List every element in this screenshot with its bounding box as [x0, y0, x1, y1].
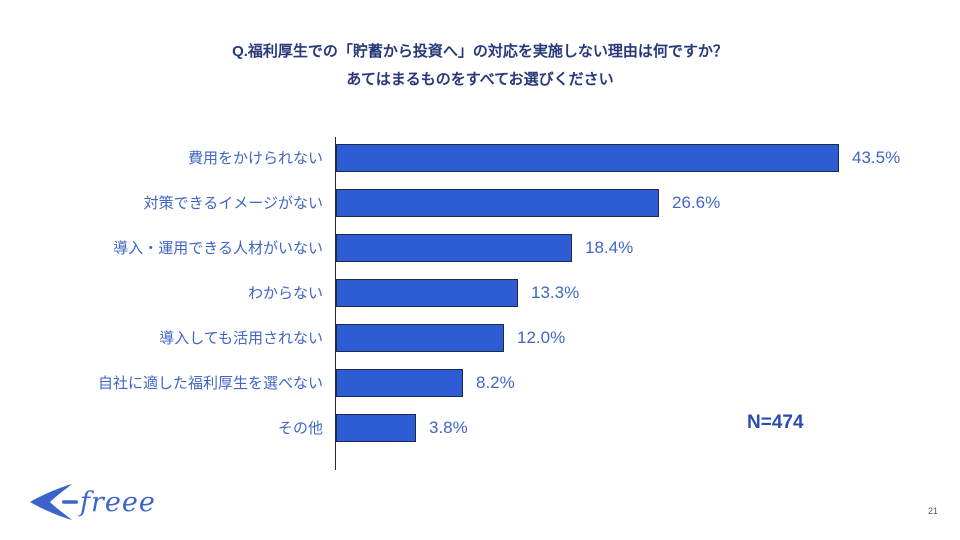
slide-title: Q.福利厚生での「貯蓄から投資へ」の対応を実施しない理由は何ですか？ あてはまる…	[0, 38, 960, 94]
category-label: 自社に適した福利厚生を選べない	[97, 375, 323, 392]
category-label: わからない	[247, 285, 323, 302]
chart-row: 導入しても活用されない 12.0%	[0, 315, 960, 360]
value-label: 18.4%	[585, 237, 634, 257]
bar-wrap: 18.4%	[336, 225, 633, 270]
chart-rows: 費用をかけられない 43.5% 対策できるイメージがない 26.6% 導入・運用…	[0, 135, 960, 450]
value-label: 12.0%	[517, 327, 566, 347]
logo-wordmark: freee	[80, 486, 156, 518]
chart-row: 導入・運用できる人材がいない 18.4%	[0, 225, 960, 270]
sample-size-badge: N=474	[747, 412, 804, 433]
bar	[336, 233, 572, 262]
slide-title-line2: あてはまるものをすべてお選びください	[346, 71, 614, 88]
category-label: 導入しても活用されない	[159, 330, 323, 347]
bar	[336, 188, 659, 217]
chart-row: わからない 13.3%	[0, 270, 960, 315]
value-label: 26.6%	[672, 192, 721, 212]
page-number: 21	[927, 506, 938, 516]
value-label: 3.8%	[429, 417, 468, 437]
category-label: 費用をかけられない	[187, 150, 323, 167]
bar-wrap: 3.8%	[336, 405, 468, 450]
bar-chart: 費用をかけられない 43.5% 対策できるイメージがない 26.6% 導入・運用…	[0, 135, 960, 475]
category-label: 対策できるイメージがない	[143, 195, 323, 212]
bar-wrap: 8.2%	[336, 360, 515, 405]
category-label: その他	[277, 420, 323, 437]
value-label: 13.3%	[531, 282, 580, 302]
bar	[336, 278, 518, 307]
chart-row: 自社に適した福利厚生を選べない 8.2%	[0, 360, 960, 405]
bar-wrap: 12.0%	[336, 315, 565, 360]
bar	[336, 143, 839, 172]
value-label: 8.2%	[476, 372, 515, 392]
bar-wrap: 43.5%	[336, 135, 900, 180]
bar	[336, 368, 463, 397]
y-axis-baseline	[335, 137, 336, 470]
chart-row: その他 3.8%	[0, 405, 960, 450]
bar-wrap: 13.3%	[336, 270, 579, 315]
value-label: 43.5%	[852, 147, 901, 167]
bar	[336, 413, 416, 442]
freee-logo: freee	[26, 480, 156, 524]
slide-title-line1: Q.福利厚生での「貯蓄から投資へ」の対応を実施しない理由は何ですか？	[232, 43, 728, 60]
category-label: 導入・運用できる人材がいない	[113, 240, 323, 257]
chart-row: 費用をかけられない 43.5%	[0, 135, 960, 180]
bar	[336, 323, 504, 352]
bar-wrap: 26.6%	[336, 180, 720, 225]
swallow-icon	[30, 484, 78, 520]
chart-row: 対策できるイメージがない 26.6%	[0, 180, 960, 225]
